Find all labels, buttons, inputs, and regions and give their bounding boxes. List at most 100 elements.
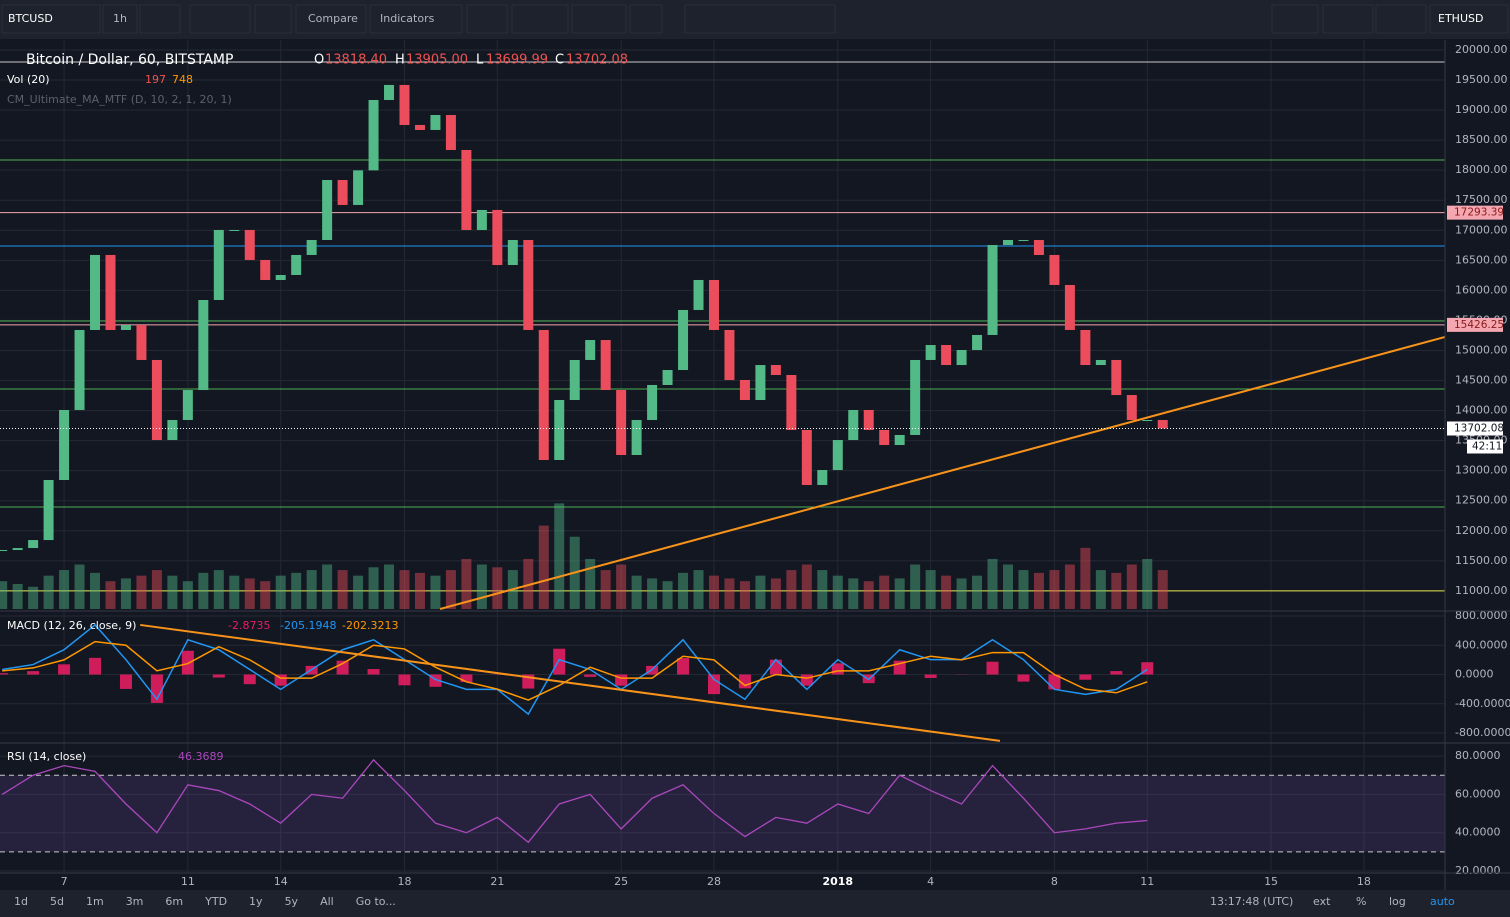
volume-bar [0,581,8,609]
time-label: 7 [61,875,68,888]
volume-bar [1049,570,1060,609]
macd-histogram [274,674,287,686]
range-button[interactable]: 1y [249,895,263,908]
volume-bar [476,564,487,609]
macd-histogram [89,657,102,675]
volume-bar [105,581,116,609]
time-label: 2018 [822,875,853,888]
candle [523,240,534,330]
h-value: 13905.00 [406,53,468,68]
macd-histogram [1110,671,1123,675]
candle [662,370,673,385]
level-label-box [1447,317,1503,332]
volume-bar [600,570,611,609]
vol-ma: 748 [172,73,193,86]
candle [399,84,410,125]
time-label: 4 [927,875,934,888]
rsi-band [0,775,1445,852]
volume-bar [708,575,719,609]
symbol2-box[interactable] [1429,4,1509,34]
volume-bar [461,558,472,609]
interval[interactable]: 1h [113,12,127,25]
macd-histogram [800,674,813,686]
settings[interactable] [254,4,292,34]
fullscreen[interactable] [629,4,663,34]
volume-bar [1003,564,1014,609]
volume-bar [1142,558,1153,609]
candle [1095,359,1106,366]
range-button[interactable]: 1m [86,895,104,908]
c-key: C [555,53,564,68]
candle [275,274,286,280]
range-button[interactable]: 6m [165,895,183,908]
toggle-button[interactable]: % [1356,895,1366,908]
volume-bar [399,570,410,609]
range-button[interactable]: YTD [204,895,227,908]
interval-button[interactable] [102,4,138,34]
signal-readout: -202.3213 [342,619,398,632]
level-label: 17293.39 [1454,207,1504,219]
toggle-button[interactable]: ext [1313,895,1331,908]
candle [260,259,271,280]
volume-bar [43,575,54,609]
volume-bar [941,575,952,609]
range-button[interactable]: 5d [50,895,64,908]
volume-bar [430,575,441,609]
replay[interactable] [511,4,569,34]
range-button[interactable]: Go to... [356,895,396,908]
interval-menu[interactable] [139,4,181,34]
layout[interactable] [1271,4,1319,34]
candle [585,340,596,360]
o-key: O [314,53,324,68]
candle [1126,395,1137,421]
candle [631,420,642,455]
drawing-tools[interactable] [684,4,836,34]
save[interactable] [1375,4,1427,34]
y-tick-label: -800.0000 [1455,726,1510,739]
candle [879,429,890,446]
candle [1142,420,1153,422]
range-button[interactable]: 3m [126,895,144,908]
h-key: H [395,53,405,68]
time-label: 11 [1140,875,1154,888]
undo-redo[interactable] [571,4,627,34]
candle [430,115,441,130]
volume-bar [28,586,39,609]
volume-bar [972,575,983,609]
range-button[interactable]: All [320,895,334,908]
time-label: 28 [707,875,721,888]
candle [894,434,905,446]
macd-histogram [181,650,194,675]
range-button[interactable]: 5y [285,895,299,908]
volume-bar [445,570,456,609]
alert[interactable] [466,4,508,34]
candle [368,99,379,171]
toggle-button[interactable]: auto [1430,895,1455,908]
indicators[interactable]: Indicators [380,12,435,25]
macd-readout: -205.1948 [280,619,336,632]
indicators-button[interactable] [369,4,463,34]
candle [28,540,39,549]
y-tick-label: 15000.00 [1455,343,1508,356]
compare-button[interactable] [295,4,367,34]
range-button[interactable]: 1d [14,895,28,908]
symbol2[interactable]: ETHUSD [1438,12,1483,25]
macd-hist-readout: -2.8735 [228,619,270,632]
symbol[interactable]: BTCUSD [8,12,53,25]
y-tick-label: 16500.00 [1455,253,1508,266]
volume-bar [1080,547,1091,609]
candle [910,359,921,435]
symbol-box[interactable] [1,4,101,34]
chart-style[interactable] [189,4,251,34]
clock: 13:17:48 (UTC) [1210,895,1293,908]
macd-histogram [367,669,380,675]
volume-bar [863,581,874,609]
candle [105,254,116,330]
candle [1018,240,1029,242]
compare[interactable]: Compare [308,12,358,25]
volume-bar [585,558,596,609]
load[interactable] [1322,4,1374,34]
toggle-button[interactable]: log [1389,895,1406,908]
volume-bar [353,575,364,609]
